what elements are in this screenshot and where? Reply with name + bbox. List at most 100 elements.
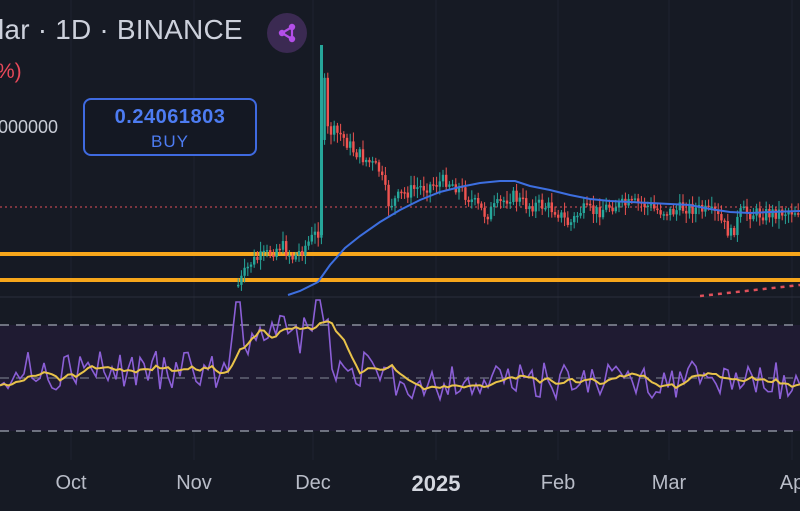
candle-body — [601, 209, 605, 218]
candle-body — [441, 174, 445, 182]
candle-body — [371, 161, 374, 163]
candle-body — [592, 205, 595, 215]
candle-body — [653, 204, 656, 209]
candle-body — [749, 213, 752, 220]
candle-body — [656, 208, 659, 211]
candle-body — [477, 197, 480, 204]
candle-body — [413, 185, 416, 189]
candle-body — [675, 210, 678, 215]
candle-body — [537, 199, 541, 203]
chart-grid — [70, 0, 793, 460]
candle-body — [457, 186, 461, 193]
candle-body — [534, 202, 537, 212]
candle-body — [339, 132, 342, 135]
candle-body — [470, 199, 473, 203]
candle-body — [262, 250, 265, 253]
candle-body — [761, 217, 765, 221]
candle-body — [585, 203, 589, 205]
candle-body — [368, 159, 371, 163]
candle-body — [793, 213, 797, 215]
candle-body — [390, 205, 393, 208]
candle-body — [579, 213, 582, 216]
candle-body — [320, 45, 323, 235]
candle-body — [301, 250, 304, 256]
symbol-title[interactable]: lar · 1D · BINANCE — [0, 14, 243, 45]
candle-body — [259, 251, 262, 260]
candle-body — [291, 255, 294, 260]
candle-body — [467, 199, 470, 203]
candle-body — [582, 203, 585, 214]
candle-body — [509, 202, 512, 204]
candle-body — [352, 141, 355, 153]
candle-body — [425, 190, 429, 193]
candle-body — [381, 171, 384, 176]
candle-body — [614, 207, 617, 212]
candle-body — [560, 212, 563, 218]
buy-price: 0.24061803 — [114, 106, 226, 128]
candle-body — [243, 267, 246, 276]
candle-body — [662, 214, 665, 216]
candle-body — [438, 181, 441, 187]
candle-body — [608, 204, 611, 208]
rsi-line — [0, 299, 800, 403]
candle-body — [285, 241, 288, 256]
candle-body — [525, 198, 528, 210]
candle-body — [249, 264, 253, 267]
candle-body — [576, 215, 579, 218]
time-label-2025: 2025 — [411, 471, 461, 496]
candle-body — [784, 214, 787, 216]
candle-body — [374, 161, 377, 163]
moving-average-line — [287, 180, 800, 296]
candle-body — [531, 206, 534, 212]
candle-body — [717, 211, 720, 215]
candle-body — [790, 212, 793, 215]
buy-order-button[interactable]: 0.24061803 BUY — [83, 98, 257, 156]
candle-body — [445, 174, 448, 187]
candle-body — [726, 221, 729, 236]
candle-body — [765, 208, 768, 221]
candle-body — [541, 199, 544, 209]
candle-body — [589, 203, 592, 206]
share-button[interactable] — [267, 13, 307, 53]
candle-body — [246, 266, 249, 269]
candle-body — [384, 175, 387, 185]
candle-body — [566, 217, 569, 225]
time-label-nov: Nov — [176, 472, 212, 494]
candle-body — [310, 234, 313, 242]
candle-body — [435, 185, 438, 187]
candle-body — [499, 199, 502, 201]
candle-body — [486, 216, 489, 220]
candle-body — [333, 125, 336, 135]
candle-body — [681, 202, 685, 211]
candle-body — [358, 149, 361, 158]
candle-body — [342, 134, 345, 138]
candle-body — [553, 212, 557, 215]
candle-body — [630, 198, 633, 201]
candle-body — [797, 213, 800, 215]
candle-body — [409, 185, 413, 198]
candle-body — [307, 241, 310, 246]
candle-body — [742, 206, 745, 209]
candle-body — [265, 250, 269, 252]
candle-body — [355, 152, 358, 158]
candle-body — [432, 184, 435, 186]
candle-body — [313, 231, 317, 235]
candle-body — [611, 207, 614, 212]
candle-body — [777, 209, 781, 219]
candle-body — [720, 214, 723, 221]
candle-body — [361, 149, 365, 163]
candle-body — [281, 241, 285, 250]
candle-body — [595, 207, 598, 215]
candle-body — [400, 191, 403, 194]
candle-body — [473, 197, 477, 200]
candle-body — [502, 200, 505, 203]
candle-body — [550, 202, 553, 213]
trend-line-dotted[interactable] — [699, 283, 800, 298]
candle-body — [489, 207, 493, 220]
candle-body — [278, 248, 281, 251]
candle-body — [448, 184, 451, 187]
buy-label: BUY — [151, 132, 189, 151]
candle-body — [336, 125, 339, 133]
candle-body — [598, 207, 601, 218]
